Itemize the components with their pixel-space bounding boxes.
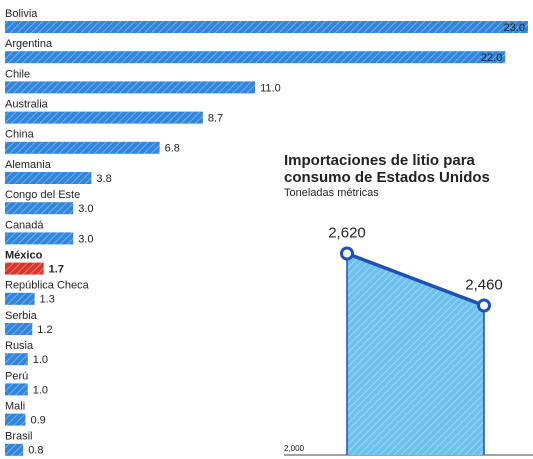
bar-hatch xyxy=(5,232,74,245)
value-label: 1.7 xyxy=(49,264,64,276)
value-label: 1.3 xyxy=(40,294,55,306)
category-label: Bolivia xyxy=(5,8,38,20)
bar-hatch xyxy=(5,172,92,184)
value-label: 3.8 xyxy=(96,173,111,185)
bar-hatch xyxy=(5,81,256,94)
value-label: 3.0 xyxy=(78,233,93,245)
category-label: Rusia xyxy=(5,340,34,352)
category-label: Chile xyxy=(5,68,30,80)
bar-hatch xyxy=(5,111,203,124)
bar-hatch xyxy=(5,51,506,64)
category-label: Alemania xyxy=(5,159,52,171)
category-label: Serbia xyxy=(5,310,38,322)
point xyxy=(340,246,354,261)
bar-hatch xyxy=(5,353,28,366)
bar-hatch xyxy=(5,202,74,215)
value-label: 0.9 xyxy=(30,415,45,427)
value-label: 1.0 xyxy=(33,354,48,366)
value-label: 1.2 xyxy=(37,324,52,336)
value-label: 1.0 xyxy=(33,384,48,396)
category-label: Mali xyxy=(5,401,25,413)
category-label: Congo del Este xyxy=(5,189,80,201)
value-label: 2,460 xyxy=(465,276,503,293)
point xyxy=(477,298,491,313)
bar-hatch xyxy=(5,443,24,456)
category-label: México xyxy=(5,250,43,262)
value-label: 23.0 xyxy=(504,22,525,34)
value-label: 3.0 xyxy=(78,203,93,215)
bar-hatch xyxy=(5,413,26,426)
category-label: Perú xyxy=(5,370,28,382)
bar-hatch xyxy=(5,323,33,335)
chart-subtitle: Toneladas métricas xyxy=(284,187,379,199)
category-label: Brasil xyxy=(5,431,33,443)
value-label: 8.7 xyxy=(208,113,223,125)
value-label: 0.8 xyxy=(28,445,43,457)
category-label: Argentina xyxy=(5,38,53,50)
category-label: China xyxy=(5,129,35,141)
chart-title: Importaciones de litio para consumo de E… xyxy=(284,152,490,186)
bar-hatch xyxy=(5,21,528,33)
category-label: República Checa xyxy=(5,280,90,292)
bar-hatch xyxy=(5,262,44,275)
bar-hatch xyxy=(5,292,35,305)
line xyxy=(346,251,485,308)
y-tick-label: 2,000 xyxy=(284,444,305,453)
bar-hatch xyxy=(5,383,28,396)
area-hatch xyxy=(347,253,484,455)
value-label: 6.8 xyxy=(165,143,180,155)
category-label: Australia xyxy=(5,99,49,111)
category-label: Canadá xyxy=(5,219,44,231)
value-label: 22.0 xyxy=(481,52,502,64)
value-label: 11.0 xyxy=(260,82,281,94)
bar-hatch xyxy=(5,141,160,154)
value-label: 2,620 xyxy=(328,224,366,241)
